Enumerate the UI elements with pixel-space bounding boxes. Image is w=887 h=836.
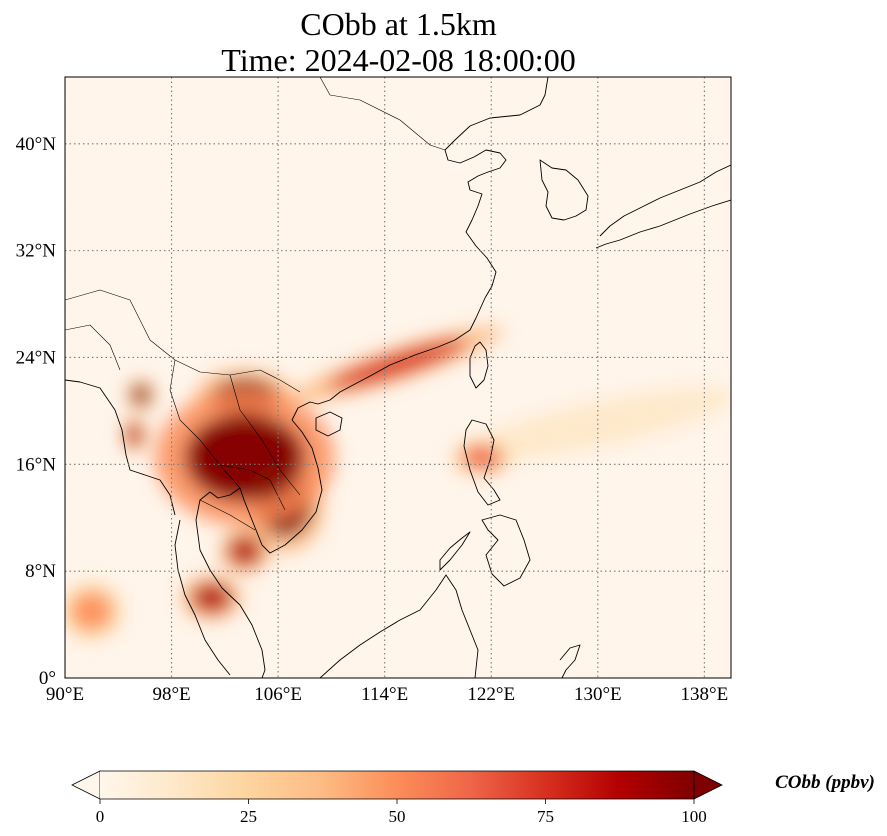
border-lines xyxy=(65,77,446,531)
colorbar: 0 25 50 75 100 CObb (ppbv) xyxy=(71,770,875,826)
coastlines xyxy=(65,77,731,678)
borneo-coast xyxy=(319,574,479,678)
colorbar-extend-high xyxy=(693,770,723,800)
map-frame xyxy=(64,76,732,679)
plume-core xyxy=(71,592,112,630)
taiwan-island xyxy=(469,341,489,389)
palawan-island xyxy=(439,531,471,571)
colorbar-tick-label: 50 xyxy=(389,807,406,826)
lon-tick-label: 106°E xyxy=(254,684,302,705)
colorbar-tick-label: 25 xyxy=(240,807,257,826)
japan-kyushu-honshu xyxy=(599,164,731,237)
colorbar-tick-label: 100 xyxy=(681,807,707,826)
map-timestamp: Time: 2024-02-08 18:00:00 xyxy=(221,42,576,78)
longitude-axis: 90°E 98°E 106°E 114°E 122°E 130°E 138°E xyxy=(46,684,728,705)
lon-tick-label: 122°E xyxy=(467,684,515,705)
latitude-axis: 0° 8°N 16°N 24°N 32°N 40°N xyxy=(16,134,57,689)
lat-tick-label: 16°N xyxy=(16,454,57,475)
lon-tick-label: 90°E xyxy=(46,684,84,705)
lon-tick-label: 114°E xyxy=(361,684,408,705)
lon-tick-label: 130°E xyxy=(574,684,622,705)
luzon-island xyxy=(463,419,501,506)
colorbar-extend-low xyxy=(71,770,101,800)
lon-tick-label: 98°E xyxy=(152,684,190,705)
malay-peninsula-west xyxy=(174,519,231,676)
colorbar-gradient xyxy=(100,771,694,799)
colorbar-ticks: 0 25 50 75 100 xyxy=(96,799,707,826)
plume-core xyxy=(461,445,502,470)
mainland-coastline xyxy=(195,77,549,678)
lat-tick-label: 0° xyxy=(39,668,56,689)
plume-core xyxy=(228,536,262,566)
plume-core xyxy=(191,583,232,613)
lat-tick-label: 40°N xyxy=(16,134,57,155)
plume-core xyxy=(126,423,143,447)
plume-core xyxy=(184,413,305,502)
plume-core xyxy=(131,384,151,406)
gridlines xyxy=(65,77,731,678)
lat-tick-label: 32°N xyxy=(16,241,57,262)
japan-south xyxy=(595,199,731,249)
colorbar-tick-label: 75 xyxy=(537,807,554,826)
map-title: CObb at 1.5km xyxy=(300,6,497,42)
lon-tick-label: 138°E xyxy=(681,684,729,705)
myanmar-coast xyxy=(65,379,176,516)
plume-core xyxy=(328,339,468,390)
colorbar-tick-label: 0 xyxy=(96,807,105,826)
philippines-south xyxy=(481,514,531,587)
sulawesi-north xyxy=(559,644,581,678)
lat-tick-label: 8°N xyxy=(25,561,56,582)
colorbar-label: CObb (ppbv) xyxy=(775,772,875,793)
lat-tick-label: 24°N xyxy=(16,347,57,368)
korea-peninsula xyxy=(539,159,589,221)
hainan-island xyxy=(315,411,343,437)
